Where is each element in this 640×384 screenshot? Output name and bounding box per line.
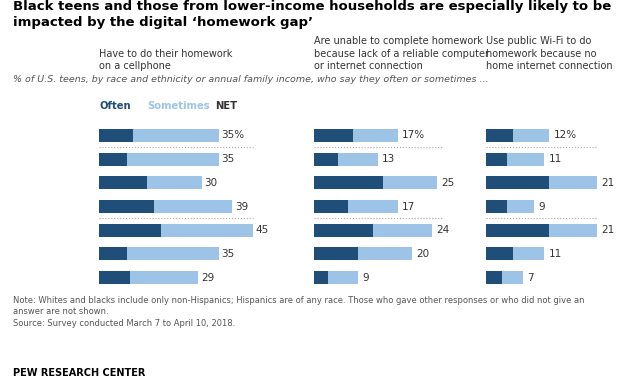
Text: Use public Wi-Fi to do
homework because no
home internet connection: Use public Wi-Fi to do homework because … — [486, 36, 613, 71]
Bar — [133, 129, 219, 142]
Text: 17%: 17% — [401, 131, 424, 141]
Text: 35: 35 — [221, 154, 235, 164]
Bar — [127, 247, 219, 260]
Bar — [99, 152, 127, 166]
Bar — [348, 200, 397, 213]
Bar — [486, 247, 513, 260]
Text: 21: 21 — [601, 225, 614, 235]
Text: 24: 24 — [436, 225, 449, 235]
Text: 29: 29 — [201, 273, 214, 283]
Bar — [353, 129, 397, 142]
Bar — [486, 152, 508, 166]
Bar — [508, 152, 544, 166]
Bar — [486, 271, 502, 284]
Text: 45: 45 — [255, 225, 269, 235]
Bar — [99, 271, 130, 284]
Bar — [383, 176, 437, 189]
Bar — [127, 152, 219, 166]
Text: Have to do their homework
on a cellphone: Have to do their homework on a cellphone — [99, 49, 232, 71]
Bar — [147, 176, 202, 189]
Bar — [550, 224, 596, 237]
Bar — [99, 176, 147, 189]
Bar — [513, 129, 550, 142]
Bar — [373, 224, 432, 237]
Bar — [314, 200, 348, 213]
Bar — [550, 176, 596, 189]
Bar — [508, 200, 534, 213]
Bar — [314, 129, 353, 142]
Bar — [486, 176, 550, 189]
Text: PEW RESEARCH CENTER: PEW RESEARCH CENTER — [13, 369, 145, 379]
Text: 20: 20 — [416, 249, 429, 259]
Bar — [328, 271, 358, 284]
Text: 30: 30 — [204, 178, 218, 188]
Text: Often: Often — [99, 101, 131, 111]
Bar — [486, 224, 550, 237]
Bar — [99, 247, 127, 260]
Bar — [358, 247, 412, 260]
Bar — [99, 224, 161, 237]
Text: % of U.S. teens, by race and ethnicity or annual family income, who say they oft: % of U.S. teens, by race and ethnicity o… — [13, 75, 488, 84]
Bar — [513, 247, 544, 260]
Bar — [314, 152, 339, 166]
Text: Are unable to complete homework
because lack of a reliable computer
or internet : Are unable to complete homework because … — [314, 36, 488, 71]
Text: 9: 9 — [538, 202, 545, 212]
Text: 25: 25 — [441, 178, 454, 188]
Text: 21: 21 — [601, 178, 614, 188]
Bar — [161, 224, 253, 237]
Bar — [314, 271, 328, 284]
Bar — [130, 271, 198, 284]
Text: 12%: 12% — [554, 131, 577, 141]
Bar — [339, 152, 378, 166]
Text: 13: 13 — [381, 154, 395, 164]
Text: 11: 11 — [548, 249, 562, 259]
Bar — [314, 224, 373, 237]
Text: 11: 11 — [548, 154, 562, 164]
Text: 17: 17 — [401, 202, 415, 212]
Bar — [486, 129, 513, 142]
Bar — [99, 200, 154, 213]
Text: 39: 39 — [235, 202, 248, 212]
Bar — [486, 200, 508, 213]
Text: 7: 7 — [527, 273, 534, 283]
Bar — [502, 271, 524, 284]
Text: 35: 35 — [221, 249, 235, 259]
Bar — [99, 129, 133, 142]
Text: Black teens and those from lower-income households are especially likely to be
i: Black teens and those from lower-income … — [13, 0, 611, 29]
Text: 35%: 35% — [221, 131, 244, 141]
Text: Note: Whites and blacks include only non-Hispanics; Hispanics are of any race. T: Note: Whites and blacks include only non… — [13, 296, 584, 328]
Text: Sometimes: Sometimes — [147, 101, 210, 111]
Bar — [314, 176, 383, 189]
Bar — [314, 247, 358, 260]
Text: NET: NET — [215, 101, 237, 111]
Text: 9: 9 — [362, 273, 369, 283]
Bar — [154, 200, 232, 213]
